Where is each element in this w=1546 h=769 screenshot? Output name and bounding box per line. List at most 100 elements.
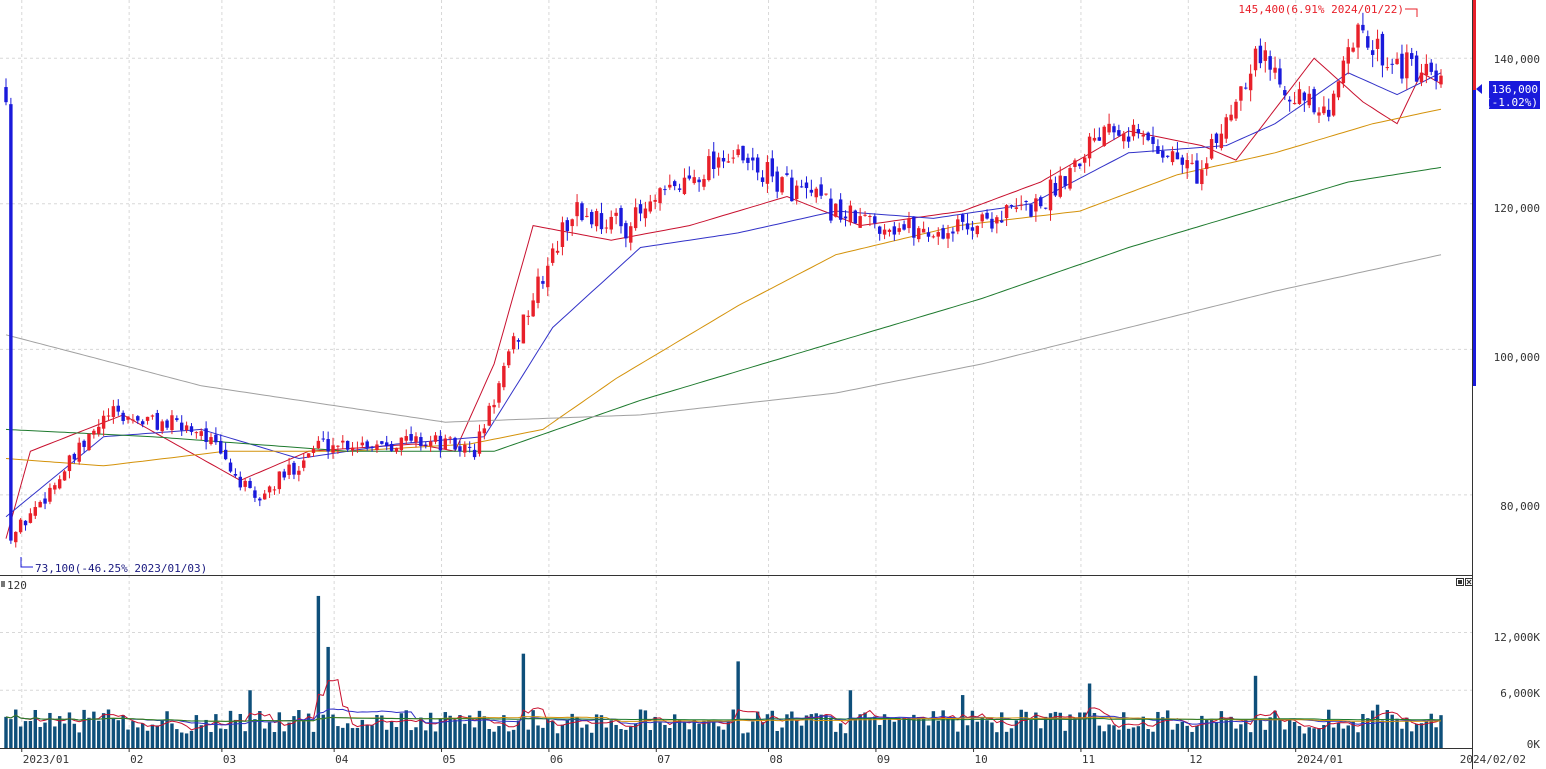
candle-body bbox=[62, 471, 67, 481]
candle-body bbox=[1341, 60, 1346, 84]
candle-body bbox=[1126, 136, 1131, 142]
volume-bar bbox=[487, 728, 491, 748]
volume-bar bbox=[306, 713, 311, 748]
volume-bar bbox=[511, 729, 516, 748]
close-panel-button[interactable] bbox=[1465, 578, 1473, 586]
volume-bar bbox=[1131, 727, 1136, 748]
volume-bar bbox=[1058, 712, 1062, 748]
volume-bar bbox=[1390, 714, 1394, 748]
volume-bar bbox=[1429, 713, 1433, 748]
volume-bar bbox=[1102, 731, 1106, 748]
volume-bar bbox=[658, 722, 662, 748]
candle-body bbox=[219, 440, 223, 454]
volume-bar bbox=[1092, 713, 1097, 748]
volume-bar bbox=[643, 710, 648, 748]
volume-bar bbox=[355, 727, 360, 748]
candle-body bbox=[1346, 47, 1350, 64]
volume-bar bbox=[1097, 725, 1102, 748]
candle-body bbox=[433, 435, 438, 442]
volume-bar bbox=[516, 720, 521, 748]
candle-body bbox=[1258, 45, 1263, 64]
candle-body bbox=[92, 430, 96, 435]
candle-body bbox=[677, 188, 682, 190]
candle-body bbox=[1439, 75, 1443, 85]
candle-body bbox=[336, 445, 340, 447]
volume-bar bbox=[560, 724, 565, 748]
candle-body bbox=[550, 248, 555, 263]
candle-body bbox=[1395, 58, 1399, 65]
volume-bar bbox=[770, 710, 775, 748]
candle-body bbox=[360, 442, 365, 446]
volume-bar bbox=[892, 721, 897, 748]
candle-body bbox=[1092, 137, 1097, 141]
volume-bar bbox=[526, 729, 530, 748]
candle-body bbox=[721, 157, 726, 162]
candle-body bbox=[599, 213, 604, 230]
volume-bar bbox=[380, 715, 384, 748]
candle-body bbox=[702, 179, 706, 187]
candle-body bbox=[1419, 72, 1424, 83]
volume-bar bbox=[1214, 722, 1219, 748]
volume-bar bbox=[550, 720, 555, 748]
candle-body bbox=[985, 212, 989, 219]
volume-bar bbox=[1322, 725, 1326, 748]
price-tick-label: 80,000 bbox=[1500, 500, 1540, 513]
volume-bar bbox=[804, 715, 809, 748]
candle-body bbox=[1351, 47, 1355, 52]
volume-bar bbox=[1366, 718, 1370, 748]
volume-bar bbox=[399, 713, 404, 748]
volume-bar bbox=[180, 732, 184, 748]
candle-body bbox=[780, 177, 784, 193]
candle-body bbox=[48, 487, 52, 502]
volume-bar bbox=[365, 725, 369, 748]
volume-bar bbox=[287, 722, 291, 748]
volume-bar bbox=[829, 717, 833, 748]
volume-bar bbox=[1419, 723, 1424, 748]
candle-body bbox=[663, 189, 667, 191]
candle-body bbox=[751, 157, 755, 161]
candle-body bbox=[863, 214, 867, 216]
volume-bar bbox=[1248, 732, 1253, 748]
candle-body bbox=[1229, 114, 1233, 121]
candle-body bbox=[97, 426, 101, 434]
candle-body bbox=[1292, 103, 1297, 105]
volume-bar bbox=[502, 715, 506, 748]
candle-body bbox=[199, 431, 203, 436]
candle-body bbox=[912, 216, 916, 238]
volume-bar bbox=[1004, 731, 1009, 748]
volume-bar bbox=[189, 730, 194, 748]
candle-body bbox=[521, 314, 526, 344]
volume-bar bbox=[404, 710, 408, 748]
volume-bar bbox=[1273, 710, 1277, 748]
candle-body bbox=[629, 226, 633, 243]
volume-bar bbox=[585, 724, 589, 748]
candle-body bbox=[951, 231, 955, 234]
candle-body bbox=[155, 412, 160, 430]
candle-body bbox=[1297, 89, 1302, 104]
x-tick-label: 2024/01 bbox=[1297, 753, 1343, 766]
maximize-panel-button[interactable] bbox=[1456, 578, 1464, 586]
candle-body bbox=[960, 214, 965, 222]
candle-body bbox=[1214, 133, 1219, 144]
volume-bar bbox=[1165, 710, 1170, 748]
volume-bar bbox=[975, 721, 980, 748]
grid bbox=[0, 0, 1472, 748]
volume-bar bbox=[712, 720, 716, 748]
volume-bar bbox=[243, 731, 247, 748]
volume-bar bbox=[321, 714, 325, 748]
volume-bar bbox=[97, 720, 101, 748]
candle-body bbox=[1390, 63, 1394, 65]
volume-tick-label: 0K bbox=[1527, 738, 1541, 751]
candle-body bbox=[267, 486, 272, 493]
candle-body bbox=[1170, 151, 1175, 163]
candle-body bbox=[736, 149, 740, 155]
candle-body bbox=[819, 184, 823, 196]
volume-bar bbox=[1361, 713, 1365, 748]
volume-bar bbox=[360, 719, 365, 748]
candle-body bbox=[746, 157, 750, 163]
volume-bar bbox=[48, 712, 52, 748]
volume-bar bbox=[1336, 722, 1341, 748]
volume-bar bbox=[438, 718, 443, 748]
candle-body bbox=[1424, 63, 1429, 76]
volume-bar bbox=[1063, 730, 1067, 748]
